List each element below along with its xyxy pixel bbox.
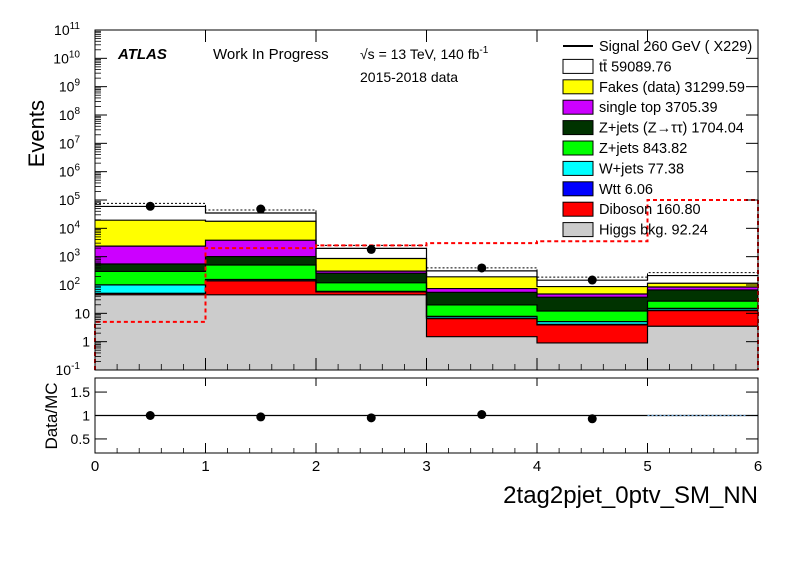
ratio-point-2 [366,413,376,423]
y-tick-label-0: 10-1 [56,361,81,378]
data-points [145,201,597,285]
legend-label-fakes: Fakes (data) 31299.59 [599,80,745,96]
legend-label-higgs: Higgs bkg. 92.24 [599,223,708,239]
signal-line [94,199,759,370]
bar-higgs-bin-5 [647,326,758,370]
main-plot-stack [95,202,758,370]
y-tick-label-10: 109 [59,78,81,95]
legend-label-zjets: Z+jets 843.82 [599,141,687,157]
y-tick-label-6: 105 [59,191,81,208]
y-tick-label-12: 1011 [54,21,80,38]
y-tick-label-2: 10 [74,305,90,321]
atlas-label: ATLAS [117,46,167,63]
main-y-axis: 10-11 10 102 103 104 105 106 107 108 109 1010 1011 [53,21,758,378]
bar-higgs-bin-0 [95,294,206,370]
data-point-0 [145,201,155,211]
legend-label-singletop: single top 3705.39 [599,100,718,116]
ratio-tick-label-1: 1 [82,408,90,424]
legend-label-ztautau: Z+jets (Z→ττ) 1704.04 [599,121,744,137]
x-tick-label-4: 4 [533,458,541,475]
legend-label-wtt: Wtt 6.06 [599,182,653,198]
data-point-1 [256,204,266,214]
stack-edge-higgs [95,294,758,344]
legend-swatch-ztautau [562,120,594,136]
bar-higgs-bin-4 [537,342,648,370]
mc-uncertainty-band [95,202,758,278]
y-tick-label-3: 102 [59,276,81,293]
x-tick-label-5: 5 [643,458,651,475]
legend-swatch-wtt [562,181,594,197]
legend-swatch-singletop [562,99,594,115]
legend-swatch-diboson [562,201,594,217]
ratio-point-0 [145,411,155,420]
legend: Signal 260 GeV ( X229) tt̄ 59089.76 Fakes … [562,39,752,239]
bar-higgs-bin-3 [426,336,537,370]
ratio-point-3 [477,410,487,420]
y-tick-label-4: 103 [59,248,81,265]
ratio-tick-label-0: 0.5 [71,431,91,447]
energy-text: √s = 13 TeV, 140 fb [360,46,480,62]
ratio-tick-label-2: 1.5 [71,384,91,400]
data-point-4 [587,275,597,285]
ratio-plot [95,410,758,424]
y-tick-label-7: 106 [59,163,81,180]
y-tick-label-1: 1 [82,334,90,350]
x-tick-label-2: 2 [312,458,320,475]
data-point-3 [477,263,487,273]
ratio-y-title: Data/MC [42,382,61,449]
stack-edge-singletop [95,239,758,295]
y-tick-label-11: 1010 [53,49,80,66]
ratio-point-1 [256,412,266,422]
legend-swatch-ttbar [562,58,594,74]
bar-higgs-bin-2 [316,294,427,370]
x-tick-label-0: 0 [91,458,99,475]
lumi-exponent: -1 [479,45,488,56]
legend-swatch-wjets [562,160,594,176]
legend-swatch-higgs [562,222,594,238]
x-axis-title: 2tag2pjet_0ptv_SM_NN [503,482,758,509]
data-point-2 [366,244,376,254]
legend-label-signal: Signal 260 GeV ( X229) [599,39,752,55]
x-tick-label-6: 6 [754,458,762,475]
legend-label-wjets: W+jets 77.38 [599,161,684,177]
energy-label: √s = 13 TeV, 140 fb-1 [360,45,489,62]
ratio-point-4 [587,414,597,424]
legend-label-diboson: Diboson 160.80 [599,202,701,218]
stack-edge-zjets [95,264,758,312]
legend-swatch-zjets [562,140,594,156]
y-axis-title: Events [24,100,49,167]
legend-label-ttbar: tt̄ 59089.76 [599,59,672,75]
x-tick-label-3: 3 [422,458,430,475]
x-tick-label-1: 1 [201,458,209,475]
stack-edge-ttbar [95,205,758,281]
y-tick-label-5: 104 [59,219,81,236]
x-axis: 0 1 2 3 4 5 6 [91,30,762,475]
y-tick-label-8: 107 [59,134,81,151]
ratio-y-axis: 0.5 1 1.5 [71,384,758,447]
status-label: Work In Progress [213,46,329,63]
bar-higgs-bin-1 [205,294,316,370]
y-tick-label-9: 108 [59,106,81,123]
signal-histogram [94,199,759,370]
legend-swatch-fakes [562,79,594,95]
data-period-label: 2015-2018 data [360,69,458,85]
